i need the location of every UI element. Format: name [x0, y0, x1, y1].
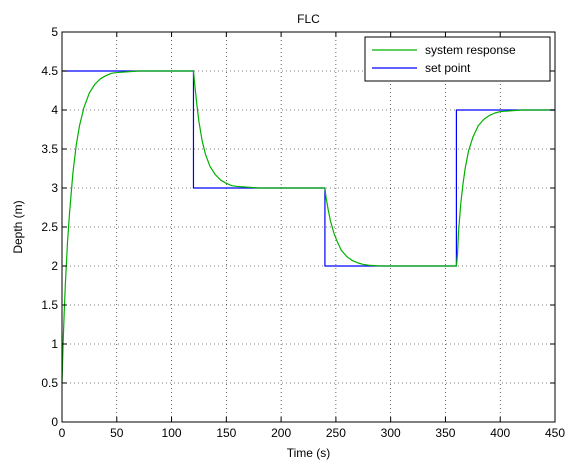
x-tick-label: 200 [271, 426, 291, 440]
x-tick-label: 350 [435, 426, 455, 440]
x-tick-label: 250 [326, 426, 346, 440]
x-tick-label: 450 [545, 426, 565, 440]
series-line-system-response [61, 70, 555, 384]
x-tick-labels: 0 50 100 150 200 250 300 350 400 450 [59, 426, 566, 440]
legend-box [364, 36, 551, 82]
y-tick-label: 1.5 [41, 298, 58, 312]
y-tick-label: 0.5 [41, 376, 58, 390]
y-tick-label: 0 [51, 415, 58, 429]
y-axis-label: Depth (m) [11, 200, 25, 253]
tick-marks [61, 31, 556, 423]
x-tick-label: 150 [216, 426, 236, 440]
y-tick-label: 2 [51, 259, 58, 273]
chart-title: FLC [297, 12, 320, 26]
y-tick-label: 4 [51, 103, 58, 117]
x-tick-label: 400 [490, 426, 510, 440]
x-tick-label: 300 [381, 426, 401, 440]
y-tick-label: 5 [51, 25, 58, 39]
y-tick-label: 2.5 [41, 220, 58, 234]
x-axis-label: Time (s) [287, 446, 331, 460]
x-tick-label: 100 [162, 426, 182, 440]
data-series [61, 70, 555, 384]
legend: system response set point [364, 36, 551, 82]
y-tick-label: 4.5 [41, 64, 58, 78]
plot-area [62, 32, 555, 422]
y-tick-label: 3 [51, 181, 58, 195]
grid-lines [62, 32, 555, 422]
x-tick-label: 50 [110, 426, 124, 440]
y-tick-label: 3.5 [41, 142, 58, 156]
legend-label-system-response: system response [425, 43, 516, 57]
legend-label-set-point: set point [425, 61, 471, 75]
y-tick-labels: 0 0.5 1 1.5 2 2.5 3 3.5 4 4.5 5 [41, 25, 58, 429]
y-tick-label: 1 [51, 337, 58, 351]
series-line-set-point [62, 70, 555, 267]
axes-background [62, 32, 555, 422]
x-tick-label: 0 [59, 426, 66, 440]
